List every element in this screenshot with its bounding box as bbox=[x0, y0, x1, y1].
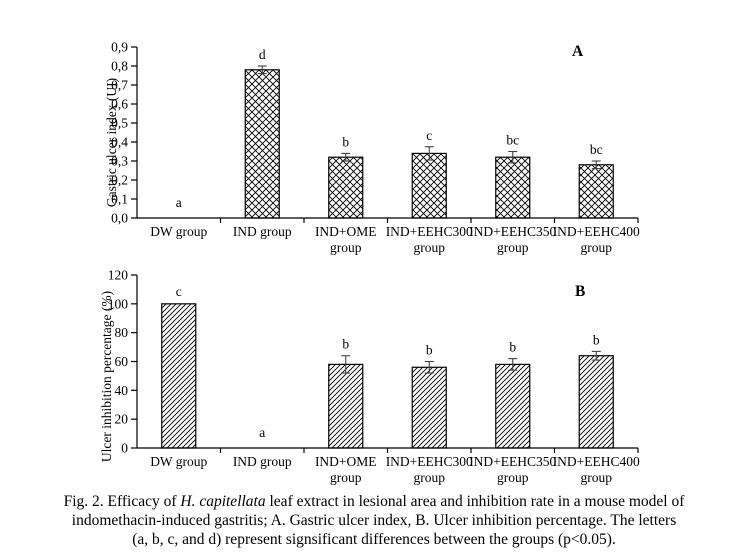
y-tick-label: 0,9 bbox=[111, 40, 128, 55]
y-axis-title: Gastric ulcer index (UI) bbox=[104, 78, 119, 207]
error-bar bbox=[424, 146, 434, 161]
significance-letter: c bbox=[426, 128, 432, 143]
significance-letter: b bbox=[509, 340, 516, 355]
error-bar bbox=[424, 360, 434, 374]
y-tick-label: 0,4 bbox=[111, 135, 128, 150]
x-category-label: IND+EEHC400 bbox=[553, 224, 640, 239]
x-category-label: group bbox=[581, 470, 613, 485]
caption-line: (a, b, c, and d) represent signsificant … bbox=[0, 530, 748, 549]
significance-letter: c bbox=[176, 284, 182, 299]
y-tick-label: 0,8 bbox=[111, 59, 128, 74]
x-category-label: IND group bbox=[233, 454, 292, 469]
y-tick-label: 0,0 bbox=[111, 211, 128, 226]
x-category-label: IND+EEHC400 bbox=[553, 454, 640, 469]
x-category-label: group bbox=[414, 470, 446, 485]
significance-letter: b bbox=[426, 343, 433, 358]
x-category-label: group bbox=[581, 240, 613, 255]
error-bar bbox=[508, 358, 518, 371]
x-category-label: IND+EEHC350 bbox=[469, 454, 556, 469]
x-category-label: group bbox=[414, 240, 446, 255]
x-category-label: IND+OME bbox=[315, 224, 377, 239]
bar-ind-group bbox=[244, 69, 280, 219]
y-tick-label: 40 bbox=[115, 383, 129, 398]
error-bar bbox=[257, 65, 267, 75]
y-tick-label: 0,7 bbox=[111, 78, 128, 93]
significance-letter: b bbox=[342, 134, 349, 149]
chart-b-ulcer-inhibition-percentage: c a b b b b 0 20 40 60 80 100 120 DW group IND group IN… bbox=[99, 268, 640, 486]
bar-ind+eehc350-group bbox=[495, 156, 531, 219]
caption-species-italic: H. capitellata bbox=[180, 493, 266, 510]
caption-text: (a, b, c, and d) represent signsificant … bbox=[132, 531, 616, 548]
figure-caption: Fig. 2. Efficacy of H. capitellata leaf … bbox=[0, 492, 748, 549]
caption-text: Fig. 2. Efficacy of bbox=[63, 493, 181, 510]
bar-dw-group bbox=[161, 303, 197, 449]
y-axis-title: Ulcer inhibition percentage (%) bbox=[99, 291, 114, 462]
significance-letter: d bbox=[259, 47, 266, 62]
bar-ind+ome-group bbox=[328, 156, 364, 219]
y-tick-label: 0,1 bbox=[111, 192, 128, 207]
axes bbox=[131, 274, 639, 453]
significance-letter: a bbox=[259, 425, 265, 440]
x-category-label: group bbox=[497, 240, 529, 255]
caption-text: indomethacin-induced gastritis; A. Gastr… bbox=[71, 512, 677, 529]
y-tick-label: 0,2 bbox=[111, 173, 128, 188]
caption-text: leaf extract in lesional area and inhibi… bbox=[265, 493, 685, 510]
caption-line: indomethacin-induced gastritis; A. Gastr… bbox=[0, 511, 748, 530]
error-bar bbox=[508, 150, 518, 164]
y-tick-label: 120 bbox=[108, 268, 129, 283]
significance-letter: bc bbox=[590, 142, 603, 157]
significance-letter: b bbox=[593, 332, 600, 347]
y-tick-label: 0,5 bbox=[111, 116, 128, 131]
x-category-label: DW group bbox=[150, 454, 207, 469]
y-tick-label: 100 bbox=[108, 296, 129, 311]
significance-letter: a bbox=[176, 195, 182, 210]
x-category-label: group bbox=[497, 470, 529, 485]
panel-letter: A bbox=[572, 43, 584, 60]
x-category-label: IND+OME bbox=[315, 454, 377, 469]
error-bar bbox=[591, 350, 601, 361]
bar-ind+eehc400-group bbox=[578, 164, 614, 219]
y-tick-label: 60 bbox=[115, 354, 129, 369]
axes bbox=[131, 46, 639, 223]
x-category-label: IND+EEHC350 bbox=[469, 224, 556, 239]
significance-letter: bc bbox=[506, 133, 519, 148]
x-category-label: group bbox=[330, 470, 362, 485]
chart-a-gastric-ulcer-index: adb c bcbc0,00,10,20,30,40,50,60,70,80,9DW… bbox=[104, 40, 640, 256]
caption-line: Fig. 2. Efficacy of H. capitellata leaf … bbox=[0, 492, 748, 511]
bar-ind+ome-group bbox=[328, 363, 364, 449]
bar-ind+eehc400-group bbox=[578, 355, 614, 449]
x-category-label: IND+EEHC300 bbox=[386, 454, 473, 469]
y-tick-label: 20 bbox=[115, 412, 129, 427]
significance-letter: b bbox=[342, 337, 349, 352]
x-category-label: IND group bbox=[233, 224, 292, 239]
y-tick-label: 80 bbox=[115, 325, 129, 340]
panel-letter: B bbox=[575, 283, 585, 300]
error-bar bbox=[341, 355, 351, 374]
y-tick-label: 0,6 bbox=[111, 97, 128, 112]
bar-ind+eehc300-group bbox=[411, 366, 447, 449]
error-bar bbox=[591, 160, 601, 170]
x-category-label: DW group bbox=[150, 224, 207, 239]
bar-ind+eehc350-group bbox=[495, 363, 531, 449]
error-bar bbox=[341, 152, 351, 162]
bar-ind+eehc300-group bbox=[411, 152, 447, 219]
x-category-label: group bbox=[330, 240, 362, 255]
y-tick-label: 0 bbox=[121, 441, 128, 456]
y-tick-label: 0,3 bbox=[111, 154, 128, 169]
x-category-label: IND+EEHC300 bbox=[386, 224, 473, 239]
